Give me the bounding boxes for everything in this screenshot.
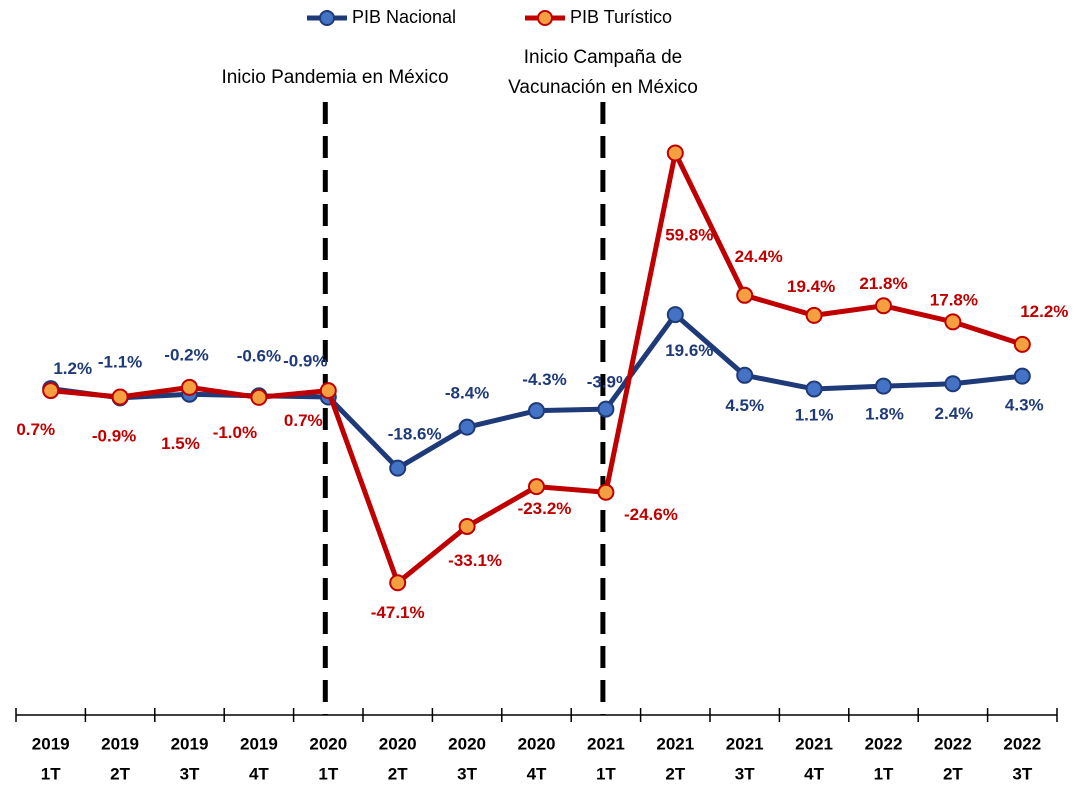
data-label: -0.9% bbox=[92, 427, 136, 446]
x-tick-label: 4T bbox=[249, 764, 269, 783]
x-tick-label: 2022 bbox=[934, 734, 972, 753]
data-label: 24.4% bbox=[735, 247, 783, 266]
marker bbox=[666, 306, 684, 324]
marker bbox=[666, 144, 684, 162]
x-tick-label: 2020 bbox=[448, 734, 486, 753]
x-tick-label: 2021 bbox=[795, 734, 833, 753]
marker bbox=[736, 286, 754, 304]
x-tick-label: 2020 bbox=[379, 734, 417, 753]
x-tick-label: 2021 bbox=[726, 734, 764, 753]
marker bbox=[42, 382, 60, 400]
data-label: 1.1% bbox=[795, 405, 834, 424]
data-label: 0.7% bbox=[284, 411, 323, 430]
marker bbox=[458, 418, 476, 436]
data-label: -23.2% bbox=[518, 499, 572, 518]
data-label: -3.9% bbox=[587, 373, 631, 392]
legend-label: PIB Nacional bbox=[352, 7, 456, 27]
marker bbox=[805, 380, 823, 398]
data-label: -24.6% bbox=[624, 505, 678, 524]
marker bbox=[389, 459, 407, 477]
x-tick-label: 3T bbox=[735, 764, 755, 783]
x-tick-label: 2019 bbox=[32, 734, 70, 753]
data-label: -4.3% bbox=[522, 370, 566, 389]
x-tick-label: 2019 bbox=[101, 734, 139, 753]
data-label: 1.5% bbox=[161, 434, 200, 453]
marker bbox=[597, 400, 615, 418]
x-tick-label: 2019 bbox=[171, 734, 209, 753]
data-label: -47.1% bbox=[371, 603, 425, 622]
data-label: 17.8% bbox=[930, 290, 978, 309]
data-label: 12.2% bbox=[1020, 302, 1068, 321]
data-label: -33.1% bbox=[448, 551, 502, 570]
annotation: Inicio Campaña de bbox=[524, 47, 682, 68]
marker bbox=[736, 366, 754, 384]
x-tick-label: 1T bbox=[41, 764, 61, 783]
marker bbox=[1013, 335, 1031, 353]
legend-marker bbox=[319, 10, 335, 26]
data-label: -0.9% bbox=[283, 352, 327, 371]
data-label: 59.8% bbox=[665, 225, 713, 244]
marker bbox=[944, 313, 962, 331]
marker bbox=[805, 306, 823, 324]
x-tick-label: 2020 bbox=[518, 734, 556, 753]
x-tick-label: 2022 bbox=[1003, 734, 1041, 753]
annotation: Inicio Pandemia en México bbox=[221, 67, 448, 88]
data-label: 1.2% bbox=[53, 359, 92, 378]
x-tick-label: 2019 bbox=[240, 734, 278, 753]
data-label: 4.3% bbox=[1005, 396, 1044, 415]
data-label: 4.5% bbox=[725, 396, 764, 415]
x-tick-label: 1T bbox=[874, 764, 894, 783]
marker bbox=[528, 402, 545, 420]
data-label: 0.7% bbox=[16, 420, 55, 439]
x-tick-label: 1T bbox=[596, 764, 616, 783]
x-tick-label: 3T bbox=[1012, 764, 1032, 783]
x-tick-label: 3T bbox=[180, 764, 200, 783]
data-label: -18.6% bbox=[388, 425, 442, 444]
x-tick-label: 2T bbox=[665, 764, 685, 783]
marker bbox=[250, 388, 268, 406]
x-tick-label: 2022 bbox=[865, 734, 903, 753]
x-tick-label: 2T bbox=[110, 764, 130, 783]
marker bbox=[944, 375, 962, 393]
data-label: 1.8% bbox=[865, 405, 904, 424]
x-tick-label: 2T bbox=[388, 764, 408, 783]
x-tick-label: 2020 bbox=[309, 734, 347, 753]
marker bbox=[875, 297, 892, 315]
data-label: -1.1% bbox=[98, 352, 142, 371]
x-tick-label: 2021 bbox=[587, 734, 625, 753]
x-tick-label: 4T bbox=[527, 764, 547, 783]
marker bbox=[389, 574, 407, 592]
data-label: -8.4% bbox=[445, 384, 489, 403]
data-label: -0.6% bbox=[237, 346, 281, 365]
x-tick-label: 2021 bbox=[656, 734, 694, 753]
data-label: 2.4% bbox=[935, 404, 974, 423]
data-label: -0.2% bbox=[164, 346, 208, 365]
marker bbox=[181, 378, 198, 396]
marker bbox=[1013, 367, 1031, 385]
x-tick-label: 4T bbox=[804, 764, 824, 783]
marker bbox=[597, 483, 615, 501]
x-tick-label: 2T bbox=[943, 764, 963, 783]
marker bbox=[319, 382, 337, 400]
marker bbox=[458, 517, 476, 535]
data-label: 21.8% bbox=[859, 274, 907, 293]
marker bbox=[875, 377, 892, 395]
marker bbox=[111, 388, 129, 406]
annotation: Vacunación en México bbox=[508, 77, 698, 98]
data-label: 19.4% bbox=[787, 277, 835, 296]
x-tick-label: 3T bbox=[457, 764, 477, 783]
legend-marker bbox=[537, 10, 553, 26]
marker bbox=[528, 478, 545, 496]
x-tick-label: 1T bbox=[318, 764, 338, 783]
data-label: -1.0% bbox=[213, 423, 257, 442]
data-label: 19.6% bbox=[665, 341, 713, 360]
legend-label: PIB Turístico bbox=[570, 7, 672, 27]
series-line bbox=[50, 150, 1024, 586]
